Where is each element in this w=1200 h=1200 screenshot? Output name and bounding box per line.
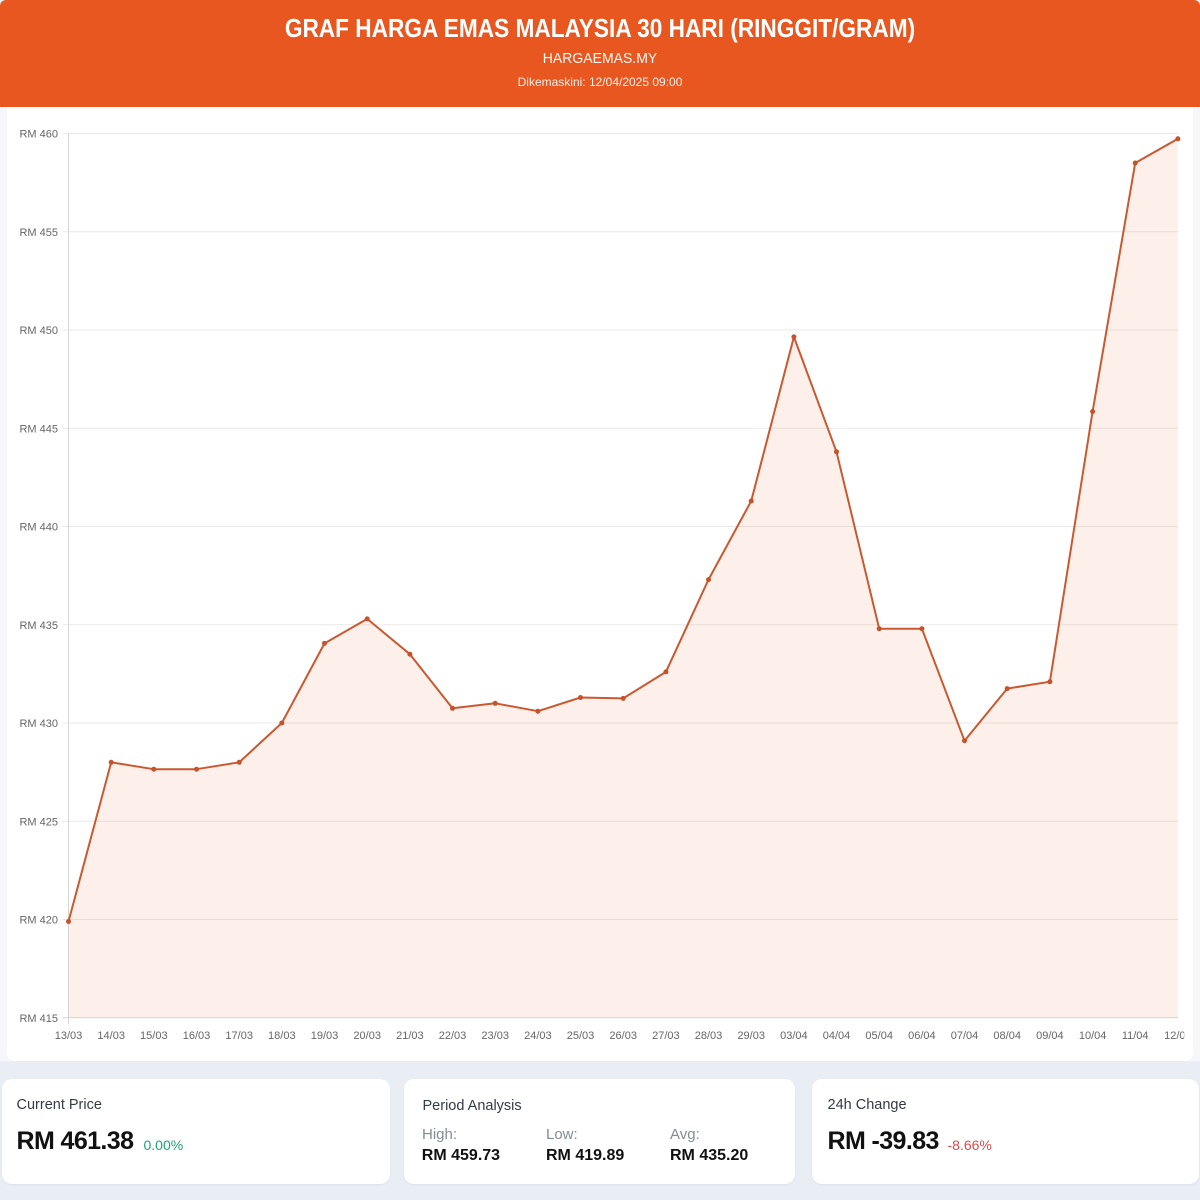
svg-text:RM 425: RM 425 [19, 816, 58, 828]
svg-text:27/03: 27/03 [652, 1030, 680, 1042]
svg-text:26/03: 26/03 [609, 1030, 637, 1042]
svg-text:15/03: 15/03 [140, 1030, 168, 1042]
svg-text:RM 430: RM 430 [19, 718, 58, 730]
svg-text:03/04: 03/04 [780, 1030, 808, 1042]
svg-text:28/03: 28/03 [695, 1030, 723, 1042]
svg-text:RM 450: RM 450 [19, 325, 58, 337]
svg-text:08/04: 08/04 [993, 1030, 1021, 1042]
svg-text:10/04: 10/04 [1079, 1030, 1107, 1042]
svg-text:RM 435: RM 435 [19, 620, 58, 632]
svg-text:14/03: 14/03 [97, 1030, 125, 1042]
svg-text:19/03: 19/03 [311, 1030, 339, 1042]
svg-text:07/04: 07/04 [951, 1030, 979, 1042]
svg-text:17/03: 17/03 [225, 1030, 253, 1042]
svg-text:18/03: 18/03 [268, 1030, 296, 1042]
svg-text:29/03: 29/03 [737, 1030, 765, 1042]
svg-text:23/03: 23/03 [481, 1030, 509, 1042]
svg-text:20/03: 20/03 [353, 1030, 381, 1042]
svg-text:22/03: 22/03 [439, 1030, 467, 1042]
svg-text:RM 460: RM 460 [19, 129, 58, 141]
svg-text:16/03: 16/03 [183, 1030, 211, 1042]
svg-text:21/03: 21/03 [396, 1030, 424, 1042]
svg-text:RM 455: RM 455 [19, 227, 58, 239]
svg-text:06/04: 06/04 [908, 1030, 936, 1042]
svg-text:05/04: 05/04 [865, 1030, 893, 1042]
svg-text:RM 440: RM 440 [19, 522, 58, 534]
svg-text:09/04: 09/04 [1036, 1030, 1064, 1042]
svg-text:25/03: 25/03 [567, 1030, 595, 1042]
svg-text:24/03: 24/03 [524, 1030, 552, 1042]
svg-text:RM 420: RM 420 [19, 915, 58, 927]
svg-text:13/03: 13/03 [55, 1030, 83, 1042]
svg-text:11/04: 11/04 [1122, 1030, 1149, 1042]
svg-text:RM 415: RM 415 [19, 1013, 58, 1025]
svg-text:04/04: 04/04 [823, 1030, 851, 1042]
svg-text:RM 445: RM 445 [19, 423, 58, 435]
